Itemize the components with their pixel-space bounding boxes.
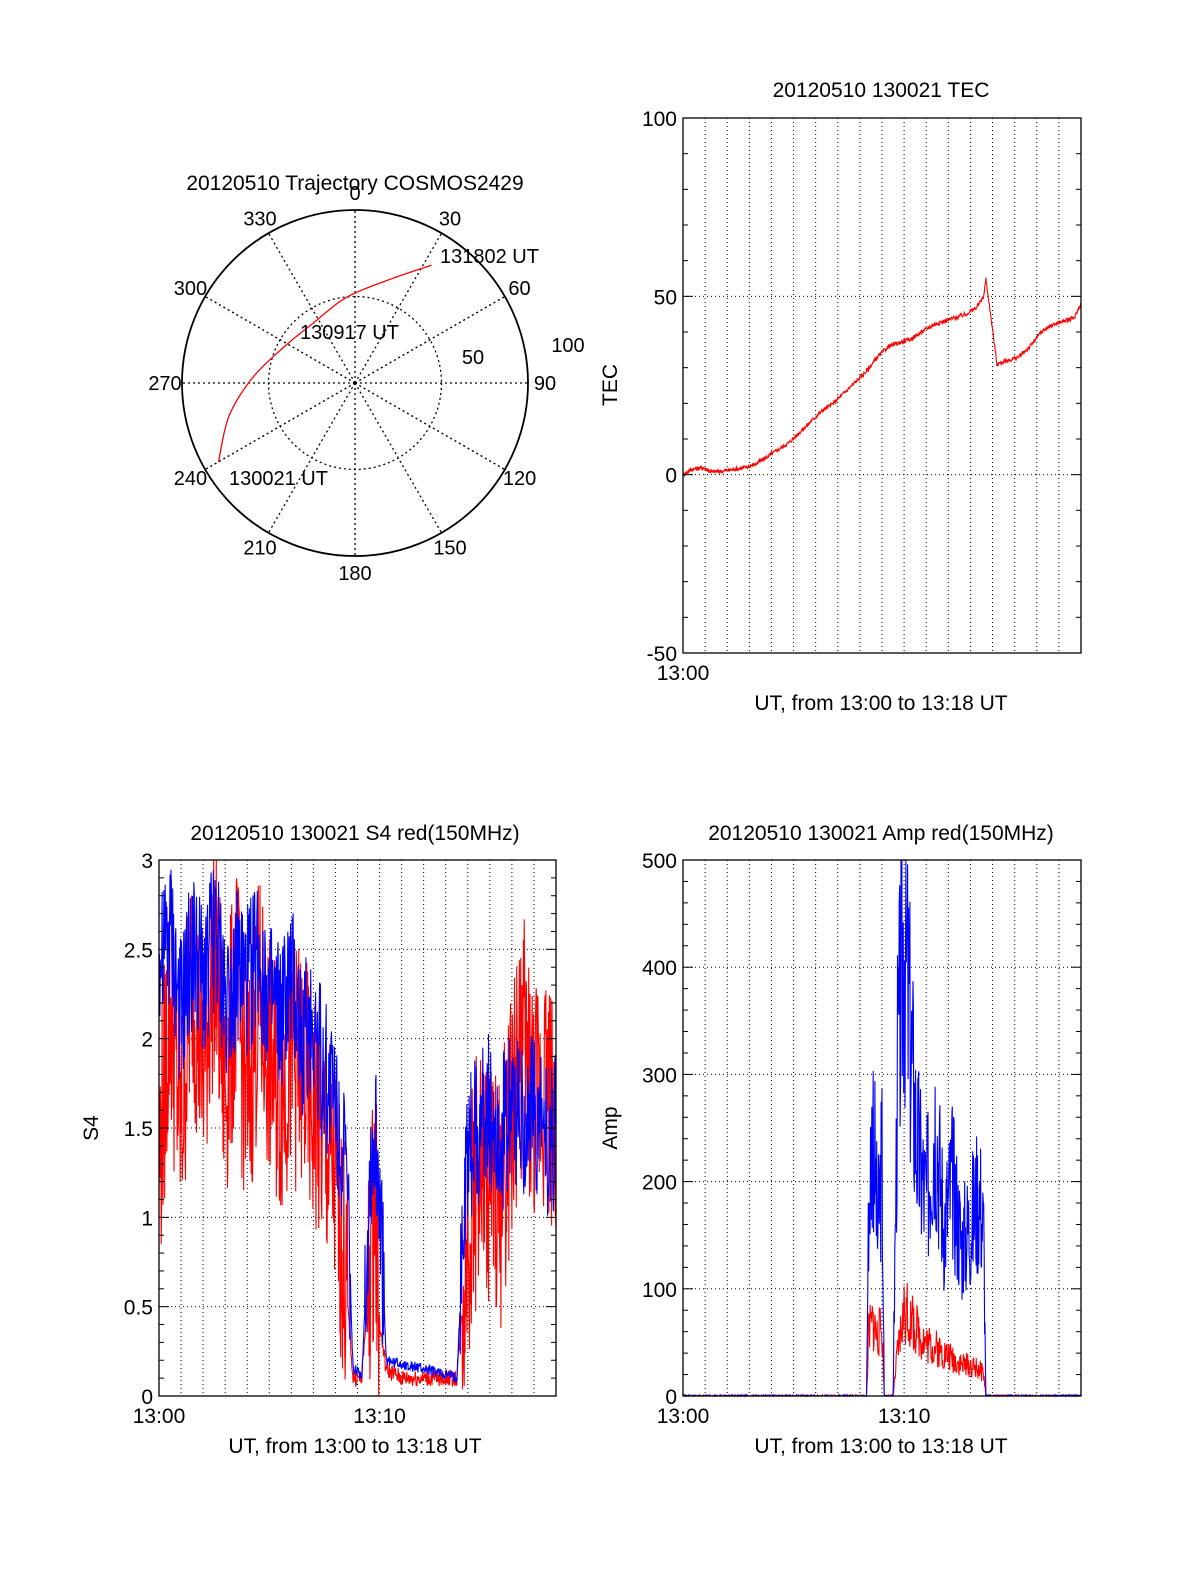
polar-angle-label: 180 [338, 563, 371, 585]
data-series-line [682, 1282, 1082, 1398]
y-tick-label: 2.5 [124, 939, 153, 962]
polar-title: 20120510 Trajectory COSMOS2429 [186, 172, 523, 195]
polar-angle-label: 240 [174, 468, 207, 490]
x-tick-label: 13:00 [657, 662, 710, 685]
y-tick-label: 50 [654, 286, 677, 309]
trajectory-time-label: 130021 UT [229, 468, 328, 490]
y-tick-label: 100 [642, 1279, 677, 1302]
polar-angle-label: 30 [439, 208, 461, 230]
y-tick-label: 0.5 [124, 1297, 153, 1320]
x-tick-label: 13:10 [353, 1405, 406, 1428]
tec-xlabel: UT, from 13:00 to 13:18 UT [754, 692, 1007, 715]
polar-angle-label: 120 [503, 468, 536, 490]
trajectory-time-label: 131802 UT [440, 246, 539, 268]
polar-spoke [354, 232, 443, 384]
polar-angle-label: 90 [534, 373, 556, 395]
polar-spoke [354, 295, 506, 384]
tec-chart: 20120510 130021 TEC UT, from 13:00 to 13… [599, 79, 1082, 715]
y-tick-label: 300 [642, 1064, 677, 1087]
s4-xlabel: UT, from 13:00 to 13:18 UT [228, 1435, 481, 1458]
trajectory-time-label: 130917 UT [300, 322, 399, 344]
data-series-line [682, 277, 1082, 478]
y-tick-label: 400 [642, 957, 677, 980]
tec-ylabel: TEC [599, 364, 622, 406]
polar-ring-inner [267, 295, 443, 471]
y-tick-label: 100 [642, 108, 677, 131]
plot-frame [682, 859, 1082, 1397]
polar-ring-outer [181, 209, 529, 557]
polar-angle-label: 330 [243, 208, 276, 230]
polar-radial-label: 100 [551, 335, 584, 357]
polar-angle-label: 150 [433, 538, 466, 560]
amp-xlabel: UT, from 13:00 to 13:18 UT [754, 1435, 1007, 1458]
y-tick-label: 1.5 [124, 1118, 153, 1141]
y-tick-label: 1 [141, 1207, 153, 1230]
x-tick-label: 13:00 [133, 1405, 186, 1428]
polar-angle-label: 210 [243, 538, 276, 560]
amp-title: 20120510 130021 Amp red(150MHz) [708, 822, 1054, 845]
polar-radial-label: 50 [462, 347, 484, 369]
y-tick-label: 500 [642, 850, 677, 873]
y-tick-label: 0 [665, 1386, 677, 1409]
tec-title: 20120510 130021 TEC [773, 79, 990, 102]
polar-angle-label: 270 [148, 373, 181, 395]
x-tick-label: 13:10 [878, 1405, 931, 1428]
y-tick-label: 200 [642, 1172, 677, 1195]
amp-chart: 20120510 130021 Amp red(150MHz) UT, from… [599, 822, 1082, 1458]
data-series-line [158, 869, 557, 1383]
trajectory-polar-chart: 20120510 Trajectory COSMOS2429 0 30 60 90 12… [148, 172, 584, 585]
polar-angle-label: 60 [508, 278, 530, 300]
y-tick-label: -50 [647, 643, 677, 666]
x-tick-label: 13:00 [657, 1405, 710, 1428]
y-tick-label: 2 [141, 1029, 153, 1052]
s4-title: 20120510 130021 S4 red(150MHz) [190, 822, 519, 845]
amp-ylabel: Amp [599, 1106, 622, 1149]
y-tick-label: 0 [665, 465, 677, 488]
trajectory-line [217, 264, 432, 462]
plot-frame [682, 117, 1082, 654]
y-tick-label: 0 [141, 1386, 153, 1409]
polar-angle-label: 0 [349, 183, 360, 205]
s4-ylabel: S4 [80, 1115, 103, 1141]
polar-angle-label: 300 [174, 278, 207, 300]
y-tick-label: 3 [141, 850, 153, 873]
s4-chart: 20120510 130021 S4 red(150MHz) UT, from … [80, 822, 557, 1458]
